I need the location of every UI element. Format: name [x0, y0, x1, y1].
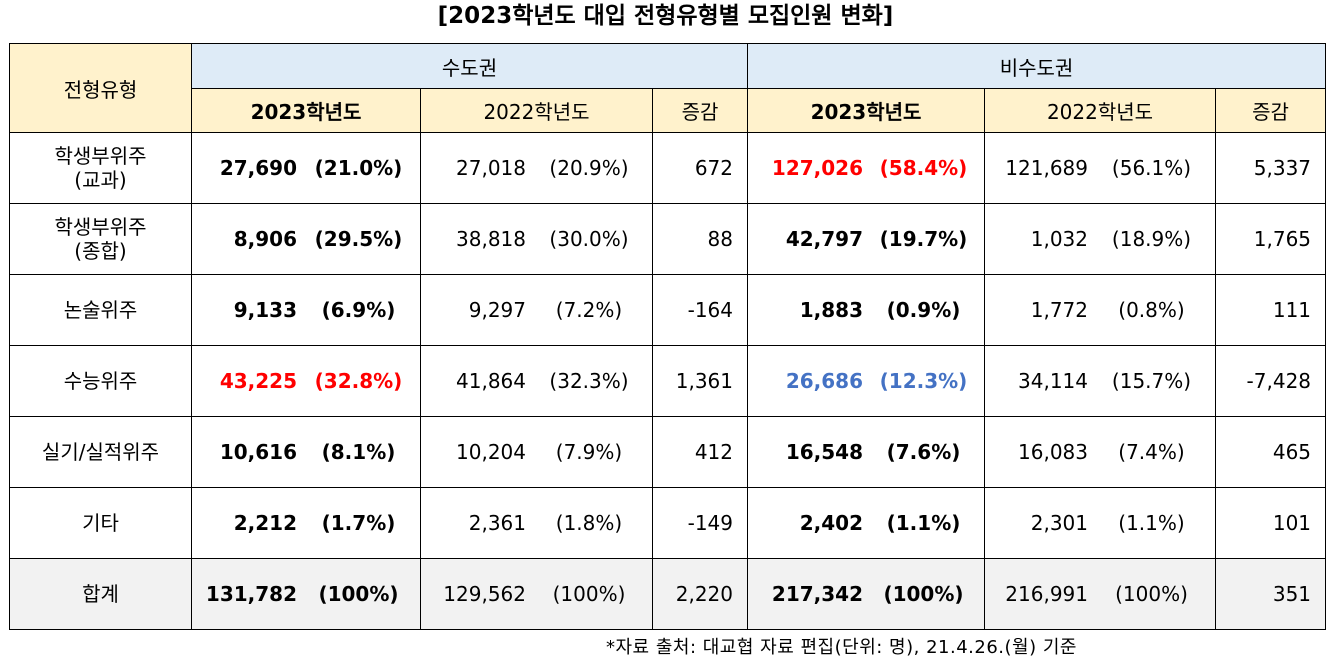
capital-2023-cell: 43,225 (32.8%): [191, 345, 421, 417]
noncapital-2022-cell: 216,991 (100%): [984, 558, 1216, 630]
total-label: 합계: [9, 558, 192, 630]
total-row: 합계 131,782 (100%) 129,562 (100%) 2,220 217…: [9, 558, 1327, 630]
header-capital: 수도권: [191, 43, 748, 89]
capital-2023-cell: 27,690 (21.0%): [191, 132, 421, 204]
noncapital-change-cell: 111: [1214, 274, 1327, 346]
noncapital-change-cell: 351: [1214, 558, 1327, 630]
table-row: 학생부위주 (교과) 27,690 (21.0%) 27,018 (20.9%) 67…: [9, 132, 1327, 204]
noncapital-2022-cell: 34,114 (15.7%): [984, 345, 1216, 417]
header-type: 전형유형: [9, 43, 192, 133]
capital-2023-cell: 2,212 (1.7%): [191, 487, 421, 559]
noncapital-change-cell: 1,765: [1214, 203, 1327, 275]
table-row: 실기/실적위주 10,616 (8.1%) 10,204 (7.9%) 412 16…: [9, 416, 1327, 488]
noncapital-2022-cell: 2,301 (1.1%): [984, 487, 1216, 559]
capital-2023-cell: 10,616 (8.1%): [191, 416, 421, 488]
capital-2022-cell: 9,297 (7.2%): [420, 274, 653, 346]
capital-2022-cell: 41,864 (32.3%): [420, 345, 653, 417]
capital-change-cell: 88: [652, 203, 748, 275]
noncapital-2023-cell: 2,402 (1.1%): [747, 487, 985, 559]
header-noncapital: 비수도권: [746, 43, 1327, 89]
noncapital-change-cell: 101: [1214, 487, 1327, 559]
noncapital-2023-cell: 42,797 (19.7%): [747, 203, 985, 275]
row-label: 논술위주: [9, 274, 192, 346]
table-row: 논술위주 9,133 (6.9%) 9,297 (7.2%) -164 1,883(…: [9, 274, 1327, 346]
row-label: 실기/실적위주: [9, 416, 192, 488]
capital-2022-cell: 38,818 (30.0%): [420, 203, 653, 275]
table-title: [2023학년도 대입 전형유형별 모집인원 변화]: [437, 3, 894, 29]
noncapital-2022-cell: 1,772 (0.8%): [984, 274, 1216, 346]
capital-change-cell: -164: [652, 274, 748, 346]
capital-2022-cell: 10,204 (7.9%): [420, 416, 653, 488]
header-capital-change: 증감: [652, 88, 748, 133]
row-label: 학생부위주 (교과): [9, 132, 192, 204]
capital-change-cell: 1,361: [652, 345, 748, 417]
noncapital-2023-cell: 1,883 (0.9%): [747, 274, 985, 346]
row-label: 학생부위주 (종합): [9, 203, 192, 275]
noncapital-change-cell: 465: [1214, 416, 1327, 488]
table-row: 학생부위주 (종합) 8,906 (29.5%) 38,818 (30.0%) 88 …: [9, 203, 1327, 275]
header-noncapital-change: 증감: [1214, 88, 1327, 133]
source-note: *자료 출처: 대교협 자료 편집(단위: 명), 21.4.26.(월) 기준: [606, 637, 1077, 658]
header-capital-2023: 2023학년도: [191, 88, 421, 133]
noncapital-2023-cell: 26,686 (12.3%): [747, 345, 985, 417]
table-row: 기타 2,212 (1.7%) 2,361 (1.8%) -149 2,402 (1.…: [9, 487, 1327, 559]
header-row-region: 전형유형 수도권 비수도권: [9, 43, 1327, 133]
noncapital-2022-cell: 16,083 (7.4%): [984, 416, 1216, 488]
capital-2023-cell: 131,782 (100%): [191, 558, 421, 630]
capital-2022-cell: 129,562 (100%): [420, 558, 653, 630]
capital-2023-cell: 9,133 (6.9%): [191, 274, 421, 346]
capital-2022-cell: 2,361 (1.8%): [420, 487, 653, 559]
capital-change-cell: -149: [652, 487, 748, 559]
capital-change-cell: 672: [652, 132, 748, 204]
header-row-year: 2023학년도 2022학년도 증감 2023학년도 2022학년도 증감: [10, 88, 1327, 133]
row-label: 기타: [9, 487, 192, 559]
header-noncapital-2023: 2023학년도: [747, 88, 985, 133]
header-capital-2022: 2022학년도: [420, 88, 653, 133]
noncapital-2022-cell: 121,689 (56.1%): [984, 132, 1216, 204]
table-row: 수능위주 43,225 (32.8%) 41,864 (32.3%) 1,361 2…: [9, 345, 1327, 417]
noncapital-change-cell: -7,428: [1214, 345, 1327, 417]
capital-2022-cell: 27,018 (20.9%): [420, 132, 653, 204]
header-noncapital-2022: 2022학년도: [984, 88, 1216, 133]
admissions-table: 전형유형 수도권 비수도권 2023학년도 2022학년도 증감 2023학년도…: [9, 43, 1327, 630]
capital-change-cell: 412: [652, 416, 748, 488]
noncapital-change-cell: 5,337: [1214, 132, 1327, 204]
noncapital-2023-cell: 16,548 (7.6%): [747, 416, 985, 488]
row-label: 수능위주: [9, 345, 192, 417]
noncapital-2022-cell: 1,032 (18.9%): [984, 203, 1216, 275]
noncapital-2023-cell: 127,026 (58.4%): [747, 132, 985, 204]
capital-change-cell: 2,220: [652, 558, 748, 630]
capital-2023-cell: 8,906 (29.5%): [191, 203, 421, 275]
noncapital-2023-cell: 217,342 (100%): [747, 558, 985, 630]
